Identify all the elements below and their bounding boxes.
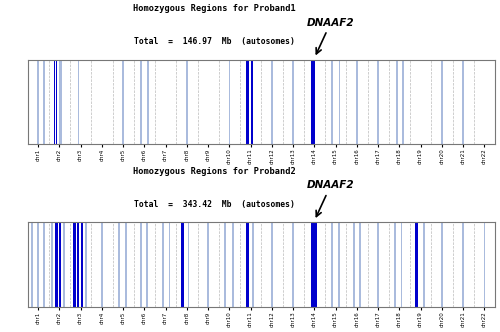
Bar [338,222,340,307]
Bar [122,60,124,144]
Text: DNAAF2: DNAAF2 [307,18,354,54]
Bar [188,222,190,307]
Bar [55,222,58,307]
Bar [292,60,294,144]
Bar [232,222,234,307]
Bar [353,222,354,307]
Bar [252,222,254,307]
Bar [246,222,249,307]
Bar [356,60,358,144]
Bar [63,222,65,307]
Bar [146,222,148,307]
Bar [54,60,55,144]
Bar [271,60,272,144]
Text: Total  =  146.97  Mb  (autosomes): Total = 146.97 Mb (autosomes) [134,38,295,46]
Bar [332,60,334,144]
Bar [462,222,464,307]
Bar [126,222,127,307]
Bar [338,60,340,144]
Bar [59,222,61,307]
Bar [312,222,316,307]
Bar [73,222,76,307]
Text: Homozygous Regions for Proband1: Homozygous Regions for Proband1 [133,4,296,13]
Bar [186,60,188,144]
Bar [359,222,361,307]
Bar [37,60,39,144]
Bar [44,60,45,144]
Bar [415,222,418,307]
Text: Homozygous Regions for Proband2: Homozygous Regions for Proband2 [133,167,296,176]
Bar [402,60,404,144]
Bar [56,60,58,144]
Bar [37,222,39,307]
Bar [78,60,80,144]
Bar [246,60,249,144]
Bar [331,222,332,307]
Bar [462,60,464,144]
Bar [271,222,272,307]
Bar [292,222,294,307]
Bar [118,222,120,307]
Bar [59,60,62,144]
Bar [423,222,424,307]
Bar [85,222,86,307]
Bar [140,222,142,307]
Bar [43,222,45,307]
Bar [224,222,226,307]
Bar [101,222,102,307]
Bar [168,222,170,307]
Bar [208,222,209,307]
Text: DNAAF2: DNAAF2 [307,180,354,216]
Bar [140,60,141,144]
Bar [441,222,442,307]
Bar [77,222,79,307]
Bar [51,222,53,307]
Bar [228,60,230,144]
Bar [162,222,164,307]
Bar [441,60,442,144]
Bar [396,60,398,144]
Bar [182,222,184,307]
Bar [81,222,83,307]
Bar [378,222,379,307]
Bar [400,222,402,307]
Bar [31,222,33,307]
Bar [378,60,379,144]
Bar [147,60,148,144]
Bar [484,222,485,307]
Bar [311,60,316,144]
Text: Total  =  343.42  Mb  (autosomes): Total = 343.42 Mb (autosomes) [134,200,295,209]
Bar [394,222,396,307]
Bar [252,60,253,144]
